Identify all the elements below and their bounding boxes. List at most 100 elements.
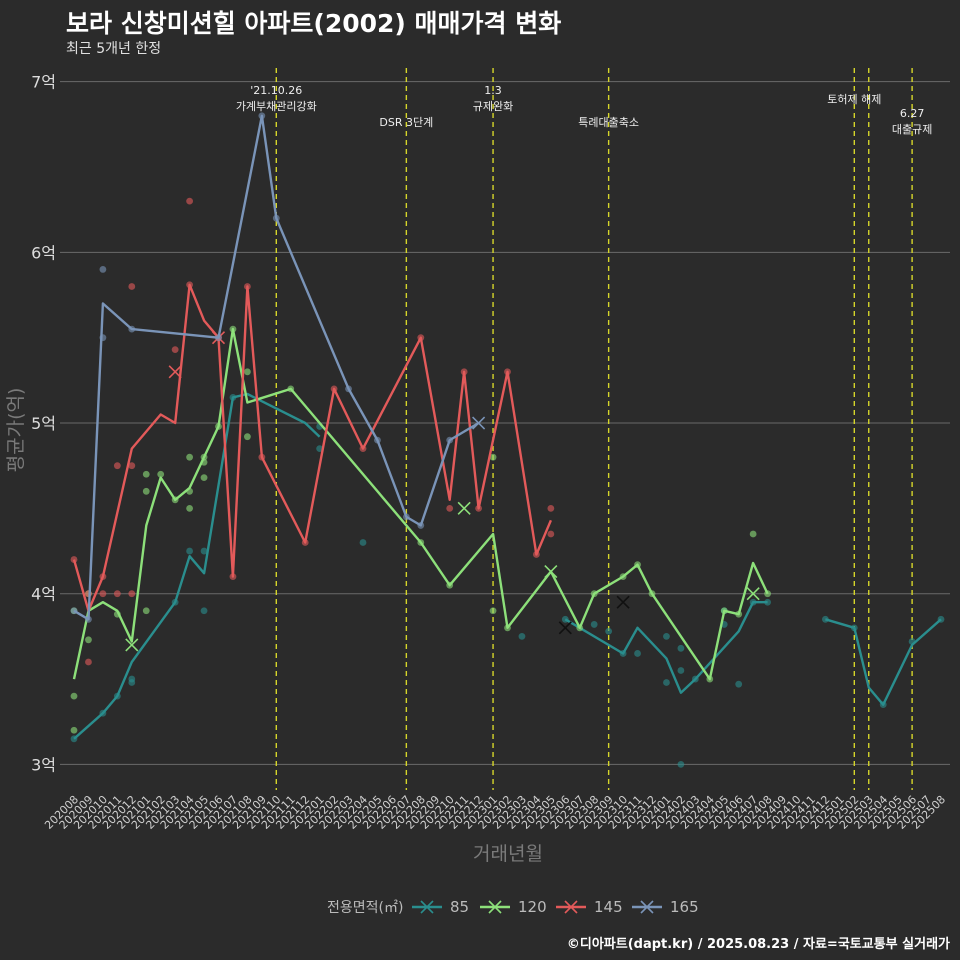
- legend-label: 165: [670, 898, 699, 916]
- data-point: [345, 385, 352, 393]
- data-point: [720, 607, 728, 615]
- data-point: [330, 385, 338, 393]
- annotation-text: 6.27: [900, 107, 925, 120]
- y-axis-label: 평균가(억): [5, 388, 27, 473]
- data-point: [142, 607, 150, 615]
- data-point: [504, 368, 511, 376]
- data-point: [879, 701, 887, 709]
- data-point: [489, 607, 497, 615]
- data-point: [85, 636, 92, 644]
- data-point: [113, 462, 121, 470]
- data-point: [99, 266, 107, 273]
- series-line: [72, 327, 769, 681]
- data-point: [85, 658, 92, 666]
- data-point: [142, 487, 150, 495]
- data-point: [171, 598, 179, 606]
- chart-subtitle: 최근 5개년 한정: [66, 41, 162, 57]
- data-point: [605, 627, 613, 635]
- data-point: [186, 547, 194, 555]
- annotation-text: '21.10.26: [250, 84, 302, 97]
- series-line: [825, 618, 942, 706]
- data-point: [99, 334, 107, 342]
- series-165: [70, 112, 486, 623]
- data-point: [258, 453, 266, 461]
- cross-marker: [125, 638, 139, 652]
- series-line: [73, 392, 321, 740]
- data-point: [128, 283, 136, 290]
- data-point: [533, 551, 540, 558]
- data-point: [215, 423, 222, 430]
- cross-marker: [457, 501, 471, 515]
- data-point: [200, 547, 208, 555]
- data-point: [677, 644, 685, 652]
- data-point: [200, 474, 208, 482]
- data-point: [301, 539, 309, 546]
- annotation-text: 1.3: [484, 84, 502, 97]
- data-point: [128, 325, 136, 333]
- data-point: [402, 513, 410, 521]
- cross-marker: [564, 900, 578, 914]
- data-point: [590, 621, 598, 628]
- policy-lines: [275, 68, 913, 790]
- cross-marker: [640, 900, 654, 914]
- data-point: [113, 692, 121, 700]
- data-point: [576, 624, 584, 632]
- data-point: [460, 368, 468, 376]
- data-point: [677, 760, 685, 768]
- data-point: [446, 436, 454, 444]
- data-point: [663, 632, 670, 640]
- data-point: [142, 470, 150, 478]
- cross-marker: [168, 365, 182, 379]
- annotation-text: 규제완화: [473, 100, 513, 113]
- y-tick-label: 7억: [31, 73, 56, 92]
- cross-marker: [544, 564, 558, 579]
- data-point: [590, 590, 598, 598]
- data-point: [85, 615, 92, 623]
- y-tick-label: 6억: [31, 243, 56, 262]
- data-point: [70, 735, 78, 743]
- data-point: [99, 573, 107, 581]
- chart-title: 보라 신창미션힐 아파트(2002) 매매가격 변화: [66, 9, 562, 38]
- data-point: [229, 573, 237, 581]
- data-point: [475, 504, 482, 512]
- data-point: [113, 610, 121, 618]
- data-point: [850, 624, 858, 632]
- data-point: [258, 112, 266, 120]
- data-point: [99, 709, 107, 717]
- data-point: [417, 334, 425, 342]
- data-point: [272, 214, 280, 222]
- data-point: [186, 197, 194, 205]
- cross-marker: [472, 416, 486, 430]
- x-axis: 2020082020092020102020112020122021012021…: [42, 793, 948, 865]
- source-caption: ©디아파트(dapt.kr) / 2025.08.23 / 자료=국토교통부 실…: [566, 937, 950, 952]
- data-point: [764, 590, 771, 598]
- data-point: [735, 680, 743, 688]
- legend-label: 120: [518, 898, 547, 916]
- annotation-text: DSR 3단계: [379, 116, 433, 129]
- data-point: [749, 530, 757, 538]
- data-point: [171, 346, 179, 354]
- data-point: [417, 522, 425, 529]
- data-point: [128, 462, 136, 470]
- annotation-text: 대출규제: [892, 123, 932, 136]
- data-point: [186, 504, 194, 512]
- y-tick-label: 5억: [31, 414, 56, 433]
- data-point: [547, 530, 555, 538]
- data-point: [186, 453, 194, 461]
- data-point: [937, 615, 945, 623]
- cross-marker: [488, 900, 502, 914]
- data-point: [764, 598, 771, 606]
- data-point: [128, 590, 136, 598]
- data-point: [186, 281, 194, 289]
- data-point: [677, 667, 685, 674]
- data-point: [157, 470, 165, 478]
- data-point: [634, 561, 641, 569]
- data-point: [229, 394, 237, 401]
- data-point: [244, 283, 251, 290]
- data-point: [359, 445, 367, 453]
- legend-label: 145: [594, 898, 623, 916]
- data-point: [518, 632, 526, 640]
- series-85: [70, 392, 945, 768]
